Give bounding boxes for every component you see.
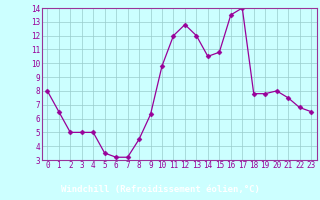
Text: Windchill (Refroidissement éolien,°C): Windchill (Refroidissement éolien,°C): [60, 185, 260, 194]
